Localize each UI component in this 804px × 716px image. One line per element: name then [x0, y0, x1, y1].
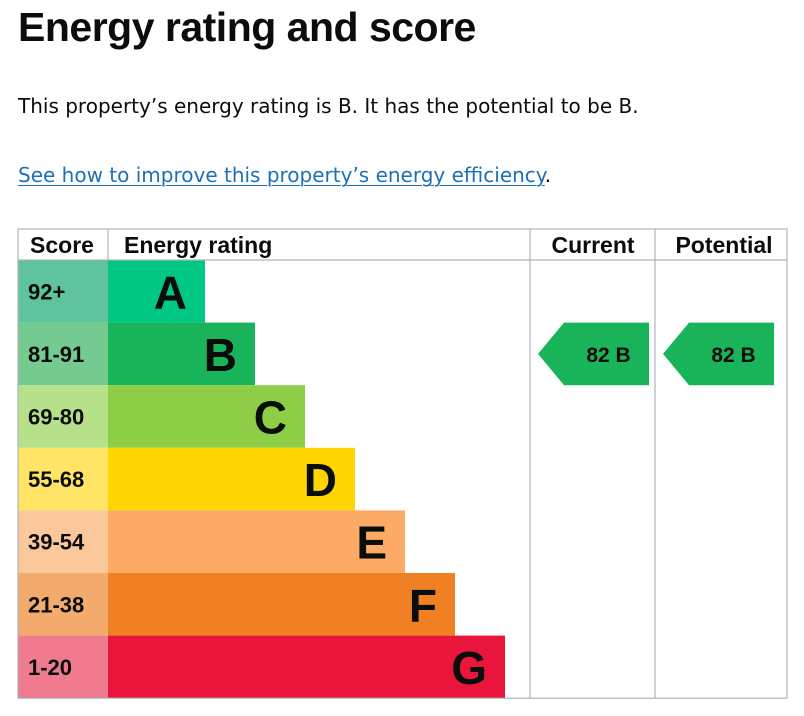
- band-bar-e: [108, 510, 405, 573]
- score-label-d: 55-68: [28, 467, 84, 492]
- band-letter-c: C: [254, 392, 287, 444]
- score-label-a: 92+: [28, 279, 65, 304]
- band-bar-f: [108, 573, 455, 636]
- improve-paragraph: See how to improve this property’s energ…: [18, 163, 551, 187]
- chart-border: [17, 228, 788, 699]
- band-bar-d: [108, 447, 355, 511]
- score-label-e: 39-54: [28, 530, 85, 555]
- band-letter-g: G: [451, 642, 487, 694]
- header-score: Score: [30, 232, 94, 258]
- band-letter-e: E: [356, 517, 387, 569]
- score-cell-f: [18, 573, 108, 636]
- score-label-g: 1-20: [28, 655, 72, 680]
- header-energy-rating: Energy rating: [124, 232, 272, 258]
- current-rating-arrow: [538, 322, 649, 386]
- score-cell-g: [18, 635, 108, 699]
- page-title: Energy rating and score: [18, 4, 476, 50]
- band-bar-a: [108, 260, 205, 323]
- band-letter-d: D: [304, 454, 337, 506]
- current-rating-label: 82 B: [586, 344, 630, 367]
- score-cell-b: [18, 322, 108, 386]
- improve-efficiency-link[interactable]: See how to improve this property’s energ…: [18, 163, 545, 187]
- band-letter-a: A: [154, 266, 187, 318]
- header-current: Current: [551, 232, 634, 258]
- score-label-c: 69-80: [28, 405, 84, 430]
- score-cell-c: [18, 385, 108, 448]
- band-bar-c: [108, 385, 305, 448]
- band-letter-b: B: [204, 329, 237, 381]
- score-cell-a: [18, 260, 108, 323]
- potential-rating-label: 82 B: [711, 344, 755, 367]
- band-bar-g: [108, 635, 505, 699]
- band-letter-f: F: [409, 579, 437, 631]
- band-bar-b: [108, 322, 255, 386]
- rating-summary: This property’s energy rating is B. It h…: [18, 94, 639, 118]
- score-cell-d: [18, 447, 108, 511]
- score-label-b: 81-91: [28, 342, 84, 367]
- improve-suffix: .: [544, 163, 552, 187]
- header-potential: Potential: [675, 232, 772, 258]
- score-label-f: 21-38: [28, 592, 84, 617]
- potential-rating-arrow: [663, 322, 774, 386]
- score-cell-e: [18, 510, 108, 573]
